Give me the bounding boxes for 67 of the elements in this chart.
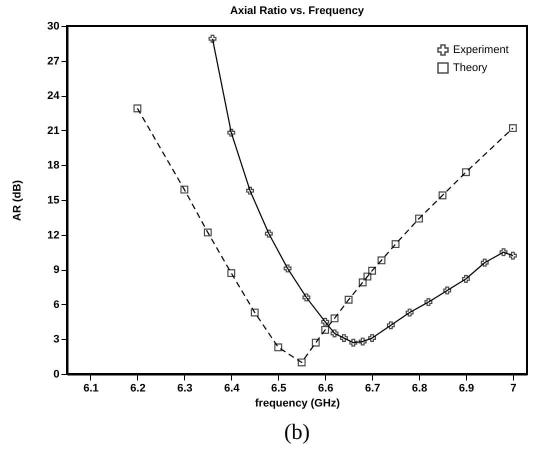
- point: [392, 240, 400, 248]
- point: [363, 272, 372, 281]
- point: [284, 264, 292, 272]
- point: [358, 338, 367, 346]
- point: [340, 334, 348, 342]
- point: [133, 104, 142, 112]
- point: [462, 274, 470, 283]
- point: [321, 318, 330, 326]
- point: [386, 321, 395, 330]
- point: [250, 308, 259, 316]
- point: [246, 186, 254, 195]
- x-axis-title: frequency (GHz): [255, 398, 340, 410]
- point: [204, 228, 212, 236]
- point: [443, 286, 452, 294]
- x-tick-label: 6.3: [177, 382, 192, 394]
- x-tick-label: 6.7: [364, 382, 380, 394]
- point: [424, 298, 432, 306]
- point: [330, 329, 339, 338]
- point: [349, 338, 358, 347]
- point: [462, 168, 470, 176]
- point: [312, 338, 320, 347]
- point: [302, 293, 310, 302]
- x-tick-label: 7: [510, 382, 516, 394]
- y-tick-label: 30: [47, 20, 60, 32]
- y-tick-label: 6: [53, 298, 60, 311]
- chart-title: Axial Ratio vs. Frequency: [230, 5, 365, 17]
- point: [321, 326, 330, 334]
- x-tick-label: 6.2: [130, 382, 146, 394]
- y-tick-label: 21: [47, 124, 60, 137]
- y-tick-label: 18: [47, 160, 60, 172]
- x-tick-label: 6.9: [458, 382, 474, 394]
- point: [227, 269, 236, 278]
- point: [180, 186, 188, 194]
- point: [298, 358, 306, 366]
- point: [378, 256, 386, 264]
- point: [438, 191, 446, 200]
- legend-label: Theory: [453, 62, 488, 74]
- x-tick-label: 6.5: [271, 382, 286, 394]
- point: [500, 248, 508, 256]
- x-tick-label: 6.8: [412, 382, 428, 394]
- point: [508, 252, 517, 260]
- y-tick-label: 27: [47, 55, 60, 68]
- y-axis-title: AR (dB): [11, 180, 24, 221]
- y-tick-label: 15: [47, 194, 60, 206]
- y-tick-label: 0: [53, 368, 60, 380]
- point: [368, 334, 376, 342]
- point: [508, 124, 517, 132]
- x-tick-label: 6.1: [83, 382, 99, 394]
- x-tick-label: 6.6: [318, 382, 334, 394]
- x-tick-label: 6.4: [224, 382, 240, 394]
- point: [368, 266, 376, 275]
- y-tick-label: 9: [53, 264, 60, 276]
- point: [227, 128, 236, 137]
- point: [208, 34, 216, 43]
- y-tick-label: 3: [53, 334, 60, 346]
- point: [480, 258, 489, 267]
- point: [344, 296, 353, 304]
- point: [274, 343, 282, 352]
- point: [264, 230, 273, 238]
- point: [415, 214, 423, 223]
- point: [358, 278, 367, 286]
- y-tick-label: 12: [47, 229, 60, 242]
- point: [330, 314, 339, 322]
- legend-label: Experiment: [453, 44, 509, 56]
- text: (b): [284, 419, 310, 444]
- point: [406, 308, 414, 316]
- y-tick-label: 24: [47, 90, 60, 102]
